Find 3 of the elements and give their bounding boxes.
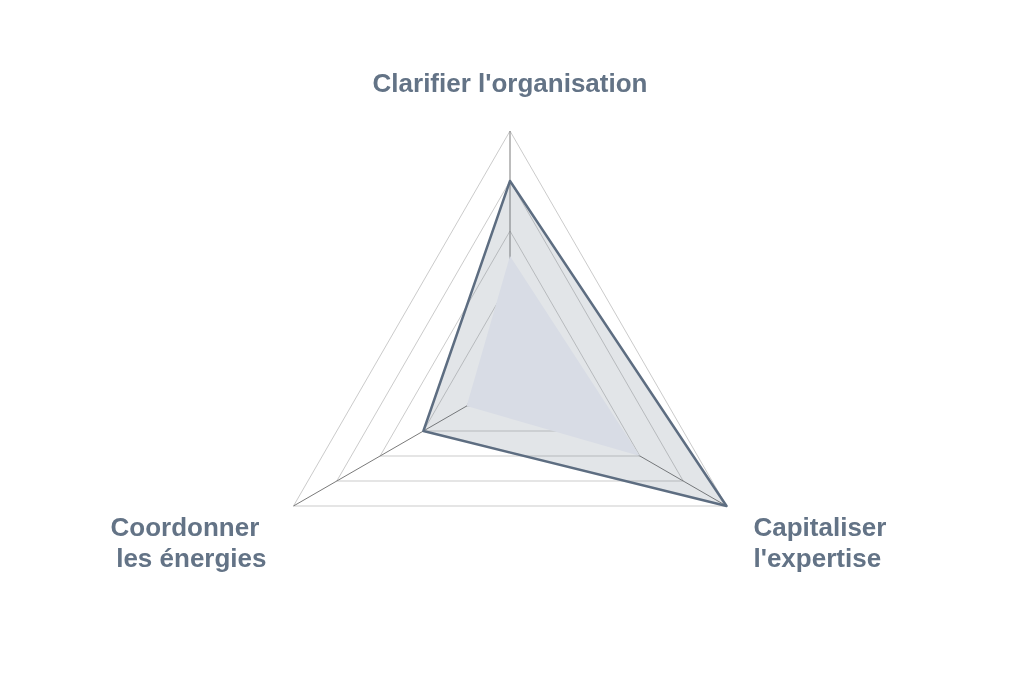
spoke-label: Clarifier l'organisation [372,68,648,98]
spoke-label: Coordonner les énergies [110,512,267,573]
spoke-label: Capitaliser l'expertise [753,512,887,573]
